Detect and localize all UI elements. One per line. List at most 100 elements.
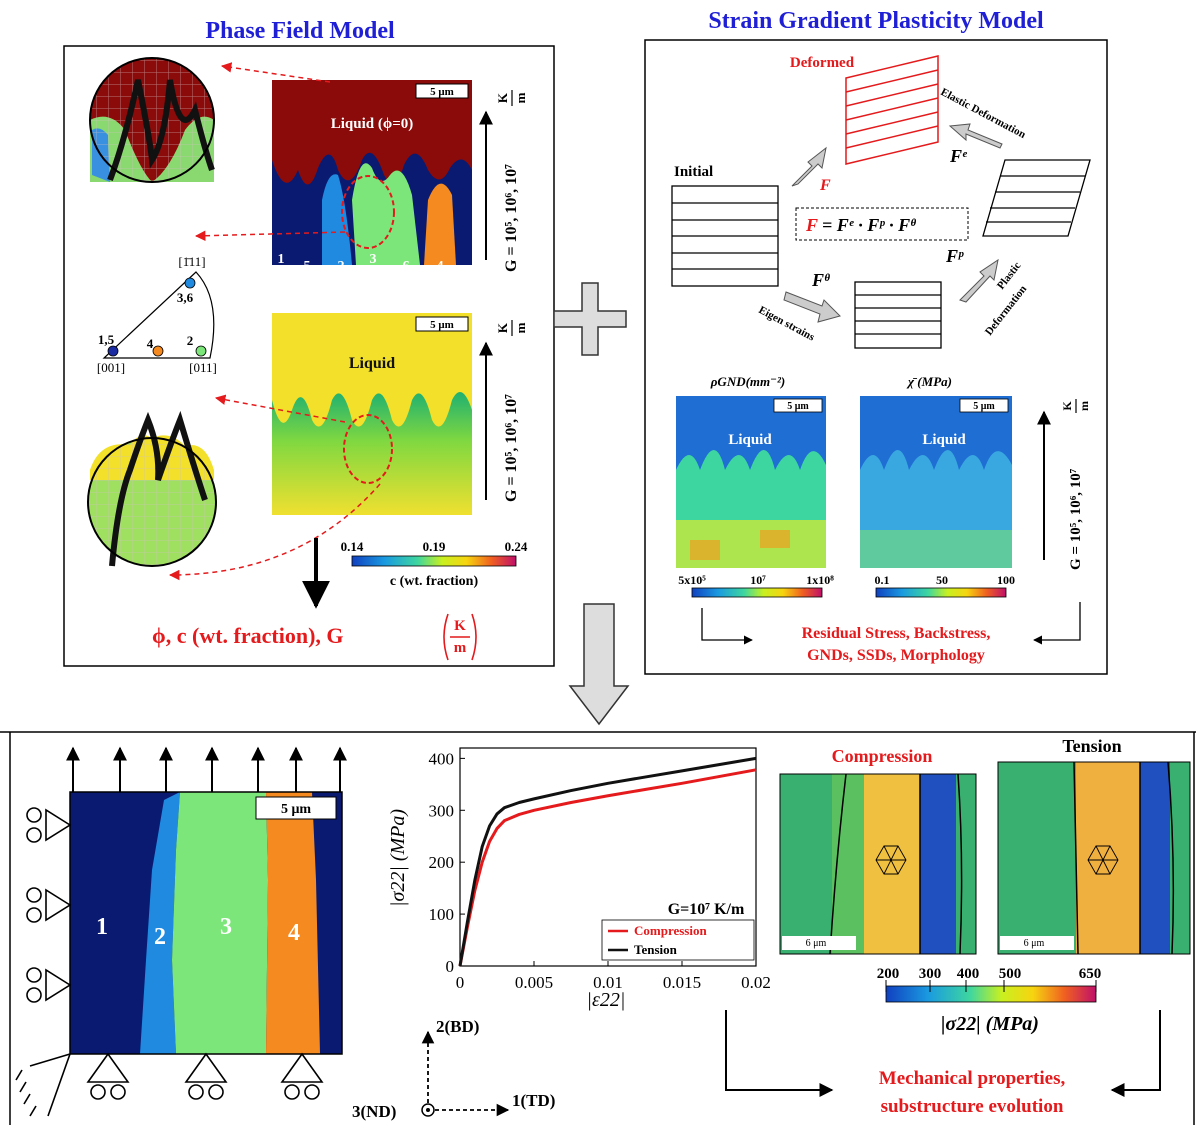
pole-label-36: 3,6 bbox=[177, 290, 194, 305]
Fp-label: Fᵖ bbox=[945, 246, 964, 266]
sgp-output-arrow-right bbox=[1033, 602, 1081, 645]
plus-icon bbox=[553, 282, 627, 356]
concentration-colorbar bbox=[351, 555, 517, 567]
x-tick-label: 0.005 bbox=[515, 973, 553, 992]
tension-label: Tension bbox=[1062, 736, 1121, 756]
equation-rhs: = Fᵉ · Fᵖ · Fᶿ bbox=[822, 215, 916, 235]
arrow-F bbox=[791, 146, 827, 187]
chi-map bbox=[860, 396, 1012, 568]
y-tick-label: 300 bbox=[429, 801, 455, 820]
grain-number: 6 bbox=[403, 259, 410, 274]
stress-colorbar-title: |σ22| (MPa) bbox=[941, 1013, 1039, 1035]
gradient-unit-den-sgp: m bbox=[1077, 401, 1091, 411]
output-unit-num: K bbox=[454, 618, 466, 634]
axis-td-label: 1(TD) bbox=[512, 1091, 555, 1110]
initial-label: Initial bbox=[674, 164, 713, 180]
gradient-label-top: G = 10⁵, 10⁶, 10⁷ bbox=[503, 164, 520, 272]
pole-point bbox=[107, 345, 119, 357]
arrow-Ftheta bbox=[783, 291, 841, 323]
liquid-label-rho: Liquid bbox=[728, 432, 772, 448]
phase-field-map-top bbox=[272, 80, 472, 265]
zoom-arrow bbox=[194, 230, 346, 241]
zoom-circle-top bbox=[89, 57, 215, 183]
axis-nd-label: 3(ND) bbox=[352, 1102, 396, 1121]
deformed-lattice bbox=[845, 55, 939, 165]
rho-colorbar bbox=[691, 587, 823, 598]
pole-label-left: [001] bbox=[97, 360, 125, 375]
chart-annotation: G=10⁷ K/m bbox=[668, 901, 745, 918]
micron-label-tension: 6 μm bbox=[1024, 938, 1045, 949]
legend-label-tension: Tension bbox=[634, 942, 678, 957]
grain-label: 2 bbox=[154, 924, 166, 950]
liquid-label-chi: Liquid bbox=[922, 432, 966, 448]
roller-supports-left bbox=[26, 807, 72, 1003]
chart-ylabel: |σ22| (MPa) bbox=[387, 809, 409, 907]
rho-map bbox=[676, 396, 826, 568]
chi-title: χ̄ (MPa) bbox=[906, 374, 952, 389]
pole-label-top: [1̄11] bbox=[178, 254, 205, 269]
series-line-tension bbox=[458, 756, 757, 967]
zoom-arrow bbox=[220, 62, 331, 83]
sgp-title: Strain Gradient Plasticity Model bbox=[708, 8, 1044, 34]
stress-tick: 500 bbox=[999, 966, 1022, 982]
paren bbox=[443, 613, 477, 661]
pole-point bbox=[184, 277, 196, 289]
gradient-unit-den-mid: m bbox=[513, 322, 528, 333]
grain-label: 3 bbox=[220, 914, 232, 940]
grain-number: 5 bbox=[304, 259, 311, 274]
gradient-label-sgp: G = 10⁵, 10⁶, 10⁷ bbox=[1068, 468, 1084, 570]
grain-number: 3 bbox=[370, 252, 377, 267]
x-tick-label: 0.015 bbox=[663, 973, 701, 992]
phase-field-panel bbox=[63, 45, 555, 667]
sgp-output-1: Residual Stress, Backstress, bbox=[802, 625, 991, 642]
load-arrows bbox=[66, 746, 347, 792]
sgp-output-2: GNDs, SSDs, Morphology bbox=[807, 647, 985, 664]
eigen-label: Eigen strains bbox=[757, 304, 818, 344]
y-tick-label: 0 bbox=[446, 957, 455, 976]
grain-label: 4 bbox=[288, 920, 300, 946]
scale-bar-box-bottom bbox=[255, 796, 337, 820]
stress-colorbar bbox=[885, 985, 1097, 1003]
scale-bar-label-mid: 5 μm bbox=[430, 319, 454, 331]
arrow-Fp bbox=[959, 258, 999, 303]
chi-colorbar bbox=[875, 587, 1007, 598]
pole-label-2: 2 bbox=[187, 333, 194, 348]
x-tick-label: 0.01 bbox=[593, 973, 623, 992]
initial-lattice bbox=[671, 185, 779, 287]
gradient-label-mid: G = 10⁵, 10⁶, 10⁷ bbox=[503, 394, 520, 502]
liquid-label-mid: Liquid bbox=[349, 355, 395, 372]
grain-model bbox=[69, 791, 343, 1055]
phase-field-title: Phase Field Model bbox=[205, 18, 395, 44]
rho-tick: 5x10⁵ bbox=[678, 573, 706, 587]
chi-tick: 0.1 bbox=[875, 573, 890, 587]
eigen-lattice bbox=[854, 281, 942, 349]
sgp-panel bbox=[644, 39, 1108, 675]
y-tick-label: 400 bbox=[429, 749, 455, 768]
pole-label-4: 4 bbox=[147, 336, 154, 351]
stress-tick: 300 bbox=[919, 966, 942, 982]
chi-tick: 100 bbox=[997, 573, 1015, 587]
zoom-circle-bottom bbox=[87, 410, 217, 567]
scale-bar-box-top bbox=[415, 83, 469, 99]
scale-bar-box-chi bbox=[959, 398, 1009, 413]
gradient-unit-num-sgp: K bbox=[1060, 401, 1074, 411]
rho-title: ρGND(mm⁻²) bbox=[710, 374, 786, 389]
chart-xlabel: |ε22| bbox=[587, 989, 626, 1011]
micron-label-compression: 6 μm bbox=[806, 938, 827, 949]
axis-bd-label: 2(BD) bbox=[436, 1017, 479, 1036]
deformed-label: Deformed bbox=[790, 55, 855, 71]
compression-label: Compression bbox=[832, 746, 933, 766]
zoom-arrow bbox=[214, 394, 346, 423]
chi-tick: 50 bbox=[936, 573, 948, 587]
compression-map bbox=[779, 773, 977, 955]
micron-box-tension bbox=[1000, 936, 1074, 950]
coordinate-axes bbox=[421, 1030, 510, 1117]
stress-tick: 650 bbox=[1079, 966, 1102, 982]
x-tick-label: 0 bbox=[456, 973, 465, 992]
liquid-phi-label: Liquid (ϕ=0) bbox=[331, 116, 414, 132]
pole-label-15: 1,5 bbox=[98, 332, 115, 347]
Ftheta-label: Fᶿ bbox=[811, 270, 830, 290]
grain-number: 4 bbox=[437, 259, 444, 274]
y-tick-label: 200 bbox=[429, 853, 455, 872]
